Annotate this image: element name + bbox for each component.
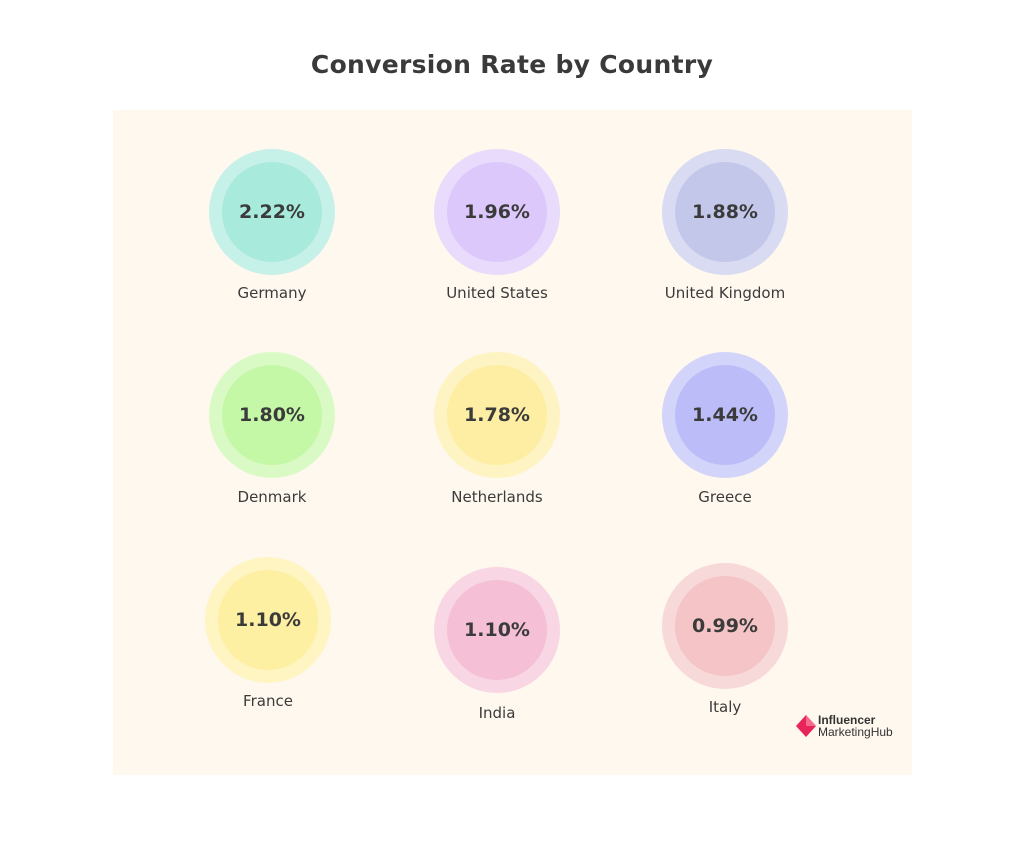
country-label: Netherlands — [451, 488, 543, 506]
bubble-greece: 1.44% — [662, 352, 788, 478]
bubble-value-label: 1.10% — [235, 609, 301, 631]
country-label: Denmark — [237, 488, 307, 506]
bubble-united-states: 1.96% — [434, 149, 560, 275]
country-label: United States — [446, 284, 548, 302]
bubble-value-label: 1.44% — [692, 404, 758, 426]
bubble-inner-circle — [447, 365, 547, 465]
chart-title: Conversion Rate by Country — [310, 50, 714, 79]
logo-line2: MarketingHub — [818, 725, 893, 739]
bubble-netherlands: 1.78% — [434, 352, 560, 478]
country-label: Greece — [698, 488, 752, 506]
country-label: France — [243, 692, 293, 710]
bubble-value-label: 1.88% — [692, 201, 758, 223]
bubble-united-kingdom: 1.88% — [662, 149, 788, 275]
country-label: United Kingdom — [664, 284, 786, 302]
bubble-germany: 2.22% — [209, 149, 335, 275]
bubble-denmark: 1.80% — [209, 352, 335, 478]
bubble-value-label: 1.10% — [464, 619, 530, 641]
bubble-inner-circle — [675, 162, 775, 262]
bubble-india: 1.10% — [434, 567, 560, 693]
bubble-value-label: 1.80% — [239, 404, 305, 426]
brand-logo: Influencer MarketingHub — [796, 712, 916, 742]
country-label: Italy — [708, 698, 742, 716]
bubble-value-label: 1.96% — [464, 201, 530, 223]
bubble-inner-circle — [218, 570, 318, 670]
bubble-inner-circle — [447, 580, 547, 680]
bubble-italy: 0.99% — [662, 563, 788, 689]
bubble-value-label: 0.99% — [692, 615, 758, 637]
bubble-inner-circle — [675, 576, 775, 676]
influencer-logo-icon — [796, 715, 816, 737]
bubble-value-label: 1.78% — [464, 404, 530, 426]
country-label: Germany — [237, 284, 307, 302]
country-label: India — [478, 704, 516, 722]
bubble-inner-circle — [447, 162, 547, 262]
bubble-value-label: 2.22% — [239, 201, 305, 223]
bubble-inner-circle — [222, 162, 322, 262]
bubble-inner-circle — [675, 365, 775, 465]
logo-line1: Influencer — [818, 713, 876, 727]
bubble-france: 1.10% — [205, 557, 331, 683]
bubble-inner-circle — [222, 365, 322, 465]
